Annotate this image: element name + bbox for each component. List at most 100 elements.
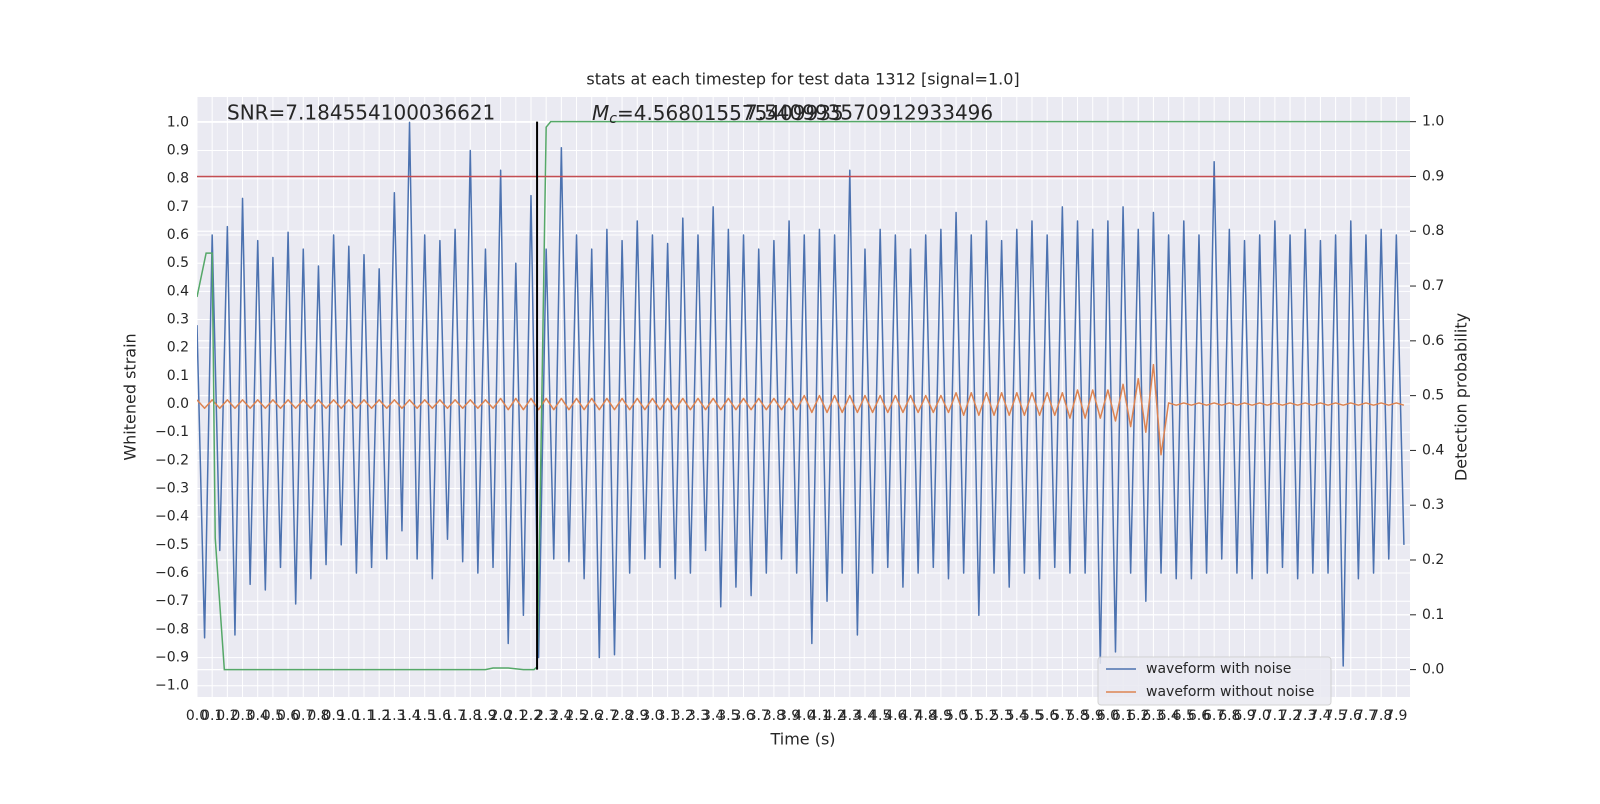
x-tick-label: 6.2 <box>1127 708 1149 724</box>
y-tick-label: −0.3 <box>155 481 189 497</box>
x-tick-label: 5.5 <box>1021 708 1043 724</box>
x-tick-label: 0.0 <box>186 708 208 724</box>
x-tick-label: 4.8 <box>915 708 937 724</box>
x-axis-label: Time (s) <box>769 730 835 749</box>
x-tick-label: 4.4 <box>854 708 876 724</box>
y-tick-label: −0.6 <box>155 565 189 581</box>
x-tick-label: 4.2 <box>823 708 845 724</box>
y2-tick-label: 0.2 <box>1422 552 1444 568</box>
y-tick-label: 0.5 <box>167 255 189 271</box>
y-tick-label: 0.9 <box>167 143 189 159</box>
x-tick-label: 7.2 <box>1279 708 1301 724</box>
x-tick-label: 6.9 <box>1233 708 1255 724</box>
x-tick-label: 3.5 <box>717 708 739 724</box>
x-tick-label: 7.7 <box>1355 708 1377 724</box>
x-tick-label: 7.4 <box>1309 708 1331 724</box>
y-tick-label: 0.6 <box>167 227 189 243</box>
x-tick-label: 6.0 <box>1097 708 1119 724</box>
x-tick-label: 4.9 <box>930 708 952 724</box>
x-tick-label: 5.1 <box>960 708 982 724</box>
x-tick-label: 0.1 <box>201 708 223 724</box>
y2-tick-label: 1.0 <box>1422 114 1444 130</box>
x-tick-label: 4.1 <box>808 708 830 724</box>
y-tick-label: −1.0 <box>155 678 189 694</box>
x-tick-label: 7.9 <box>1385 708 1407 724</box>
x-tick-label: 3.0 <box>641 708 663 724</box>
x-tick-label: 1.3 <box>383 708 405 724</box>
legend-box <box>1097 656 1332 706</box>
x-tick-label: 1.5 <box>414 708 436 724</box>
x-tick-label: 6.6 <box>1188 708 1210 724</box>
x-tick-label: 0.6 <box>277 708 299 724</box>
x-tick-label: 1.9 <box>474 708 496 724</box>
y-tick-label: −0.2 <box>155 452 189 468</box>
x-tick-label: 3.9 <box>778 708 800 724</box>
y2-tick-label: 0.1 <box>1422 607 1444 623</box>
x-tick-label: 2.7 <box>596 708 618 724</box>
x-tick-label: 5.9 <box>1082 708 1104 724</box>
mass-subscript: c <box>609 111 617 127</box>
x-tick-label: 3.2 <box>672 708 694 724</box>
overlap-annotation: 7.540993570912933496 <box>745 101 993 125</box>
x-tick-label: 6.1 <box>1112 708 1134 724</box>
y-tick-label: 1.0 <box>167 114 189 130</box>
x-tick-label: 5.7 <box>1051 708 1073 724</box>
x-tick-label: 0.4 <box>247 708 269 724</box>
x-tick-label: 2.6 <box>581 708 603 724</box>
y-tick-label: −0.9 <box>155 650 189 666</box>
y-tick-label: −0.1 <box>155 424 189 440</box>
legend: waveform with noise waveform without nois… <box>1097 656 1332 706</box>
y2-tick-label: 0.4 <box>1422 442 1444 458</box>
snr-annotation: SNR=7.184554100036621 <box>227 101 495 125</box>
x-tick-label: 0.3 <box>231 708 253 724</box>
legend-label: waveform without noise <box>1146 684 1314 700</box>
y2-tick-label: 0.0 <box>1422 662 1444 678</box>
x-tick-label: 5.4 <box>1006 708 1028 724</box>
x-tick-label: 4.0 <box>793 708 815 724</box>
x-tick-label: 0.2 <box>216 708 238 724</box>
x-tick-label: 4.6 <box>884 708 906 724</box>
x-tick-label: 0.8 <box>307 708 329 724</box>
chart-title: stats at each timestep for test data 131… <box>586 70 1019 89</box>
y-tick-label: −0.7 <box>155 593 189 609</box>
x-tick-label: 5.3 <box>990 708 1012 724</box>
y2-tick-label: 0.3 <box>1422 497 1444 513</box>
x-tick-label: 6.5 <box>1173 708 1195 724</box>
mass-symbol: M <box>592 101 609 125</box>
x-tick-label: 5.2 <box>975 708 997 724</box>
series-line <box>197 363 1405 456</box>
x-tick-label: 3.1 <box>656 708 678 724</box>
x-tick-label: 1.6 <box>429 708 451 724</box>
x-tick-label: 2.4 <box>550 708 572 724</box>
x-tick-label: 2.5 <box>565 708 587 724</box>
x-tick-label: 7.0 <box>1249 708 1271 724</box>
x-tick-label: 2.1 <box>505 708 527 724</box>
y2-tick-label: 0.9 <box>1422 168 1444 184</box>
x-tick-label: 1.1 <box>353 708 375 724</box>
x-tick-label: 7.8 <box>1370 708 1392 724</box>
x-tick-label: 2.2 <box>520 708 542 724</box>
x-tick-label: 3.3 <box>687 708 709 724</box>
x-tick-label: 0.9 <box>323 708 345 724</box>
x-tick-label: 1.7 <box>444 708 466 724</box>
x-tick-label: 5.8 <box>1066 708 1088 724</box>
y-tick-label: −0.8 <box>155 621 189 637</box>
y-axis-label: Whitened strain <box>121 333 140 460</box>
x-tick-label: 2.8 <box>611 708 633 724</box>
mass-value: =4.568015575409935 <box>617 101 844 125</box>
x-tick-label: 3.7 <box>748 708 770 724</box>
x-tick-label: 3.8 <box>763 708 785 724</box>
x-tick-label: 6.4 <box>1157 708 1179 724</box>
y-tick-label: −0.4 <box>155 509 189 525</box>
y-tick-label: 0.1 <box>167 368 189 384</box>
x-tick-label: 5.6 <box>1036 708 1058 724</box>
mass-annotation: Mc=4.568015575409935 <box>592 101 844 128</box>
y2-tick-label: 0.8 <box>1422 223 1444 239</box>
y-tick-label: 0.3 <box>167 312 189 328</box>
probability-line <box>197 120 1410 671</box>
legend-label: waveform with noise <box>1146 661 1291 677</box>
y-tick-label: 0.8 <box>167 171 189 187</box>
x-tick-label: 4.7 <box>899 708 921 724</box>
